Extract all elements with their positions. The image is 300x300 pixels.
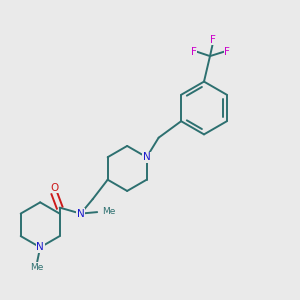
Text: N: N [77, 208, 85, 219]
Text: Me: Me [103, 207, 116, 216]
Text: F: F [190, 46, 196, 57]
Text: N: N [143, 152, 151, 162]
Text: Me: Me [31, 263, 44, 272]
Text: F: F [224, 46, 230, 57]
Text: F: F [210, 34, 216, 45]
Text: O: O [50, 183, 58, 193]
Text: N: N [36, 242, 44, 252]
